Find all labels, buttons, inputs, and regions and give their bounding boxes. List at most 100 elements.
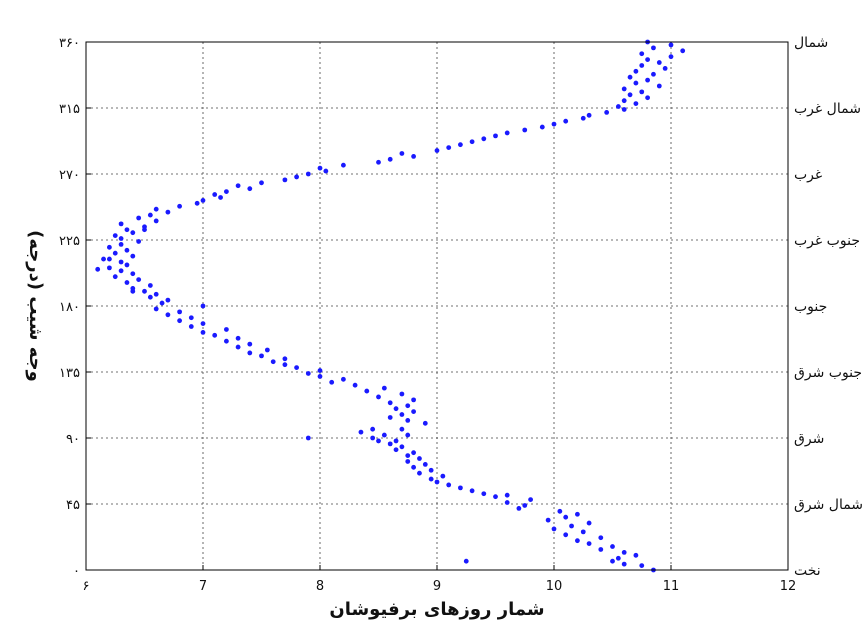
data-point (563, 514, 569, 520)
y-tick-labels: ۰ ۴۵ ۹۰ ۱۳۵ ۱۸۰ ۲۲۵ ۲۷۰ ۳۱۵ ۳۶۰ (59, 36, 91, 579)
y-tick-label: ۳۶۰ (59, 36, 80, 51)
data-point (341, 376, 346, 382)
data-point (118, 242, 124, 247)
data-point (656, 83, 662, 89)
data-point (569, 523, 574, 529)
data-point (136, 277, 142, 282)
data-point (639, 63, 645, 68)
data-point (107, 256, 112, 262)
data-point (264, 347, 270, 353)
data-point (604, 110, 610, 115)
data-point (575, 511, 580, 517)
data-point (153, 306, 159, 312)
y-tick-label: ۹۰ (66, 432, 80, 447)
data-point (282, 356, 288, 362)
data-point (282, 362, 288, 368)
data-point (411, 409, 416, 414)
data-point (615, 555, 621, 561)
data-point (165, 209, 171, 215)
data-point (235, 183, 241, 189)
data-point (516, 506, 522, 511)
data-point (434, 479, 440, 485)
data-point (165, 312, 171, 318)
data-point (188, 315, 194, 321)
data-point (130, 230, 136, 236)
data-point (610, 558, 615, 564)
data-point (493, 133, 498, 139)
data-point (200, 198, 206, 203)
x-tick-label: 11 (663, 579, 680, 594)
data-point (305, 371, 311, 376)
data-point (101, 256, 106, 262)
y-tick-label: ۳۱۵ (59, 102, 80, 117)
y-tick-label: ۱۳۵ (59, 366, 80, 381)
data-point (177, 203, 183, 209)
data-point (598, 547, 604, 552)
data-point (440, 473, 446, 479)
data-point (124, 227, 130, 233)
data-point (323, 168, 329, 174)
data-point (399, 151, 405, 156)
data-point (305, 435, 311, 441)
data-point (136, 239, 142, 244)
data-point (381, 385, 387, 391)
data-point (539, 124, 545, 130)
data-point (405, 453, 411, 458)
data-point (417, 470, 422, 476)
data-point (376, 438, 381, 444)
data-point (598, 535, 604, 541)
data-point (247, 186, 253, 192)
data-point (645, 77, 650, 83)
data-point (147, 212, 153, 218)
y-tick-label: ۲۲۵ (59, 234, 80, 249)
data-point (393, 406, 399, 412)
data-point (387, 156, 393, 162)
data-point (586, 520, 592, 526)
grid-lines (86, 42, 788, 570)
y-tick-label: ۴۵ (66, 498, 80, 513)
data-point (358, 429, 364, 435)
data-point (247, 350, 253, 356)
data-point (551, 526, 557, 532)
data-point (147, 294, 153, 300)
data-point (317, 165, 323, 171)
data-point (458, 485, 463, 491)
data-point (393, 438, 399, 444)
data-point (124, 280, 130, 285)
data-point (668, 54, 674, 60)
data-point (95, 266, 101, 272)
data-point (393, 447, 399, 453)
data-point (370, 426, 376, 432)
data-point (481, 136, 487, 142)
x-tick-label: 10 (546, 579, 563, 594)
data-point (469, 139, 475, 145)
data-point (200, 303, 206, 309)
data-point (522, 127, 528, 133)
data-point (557, 508, 563, 514)
data-point (118, 236, 124, 241)
data-point (639, 89, 645, 95)
x-tick-labels: ۶ 7 8 9 10 11 12 (83, 565, 796, 594)
y-axis-title: وجه شیب (درجه) (25, 230, 46, 382)
data-point (639, 563, 645, 568)
data-point (317, 368, 323, 373)
data-point (352, 382, 358, 388)
data-point (112, 274, 118, 280)
data-point (224, 338, 229, 344)
data-point (563, 532, 569, 538)
data-point (639, 51, 645, 57)
data-point (341, 162, 346, 168)
data-point (153, 218, 159, 224)
data-point (586, 541, 592, 546)
data-point (469, 488, 475, 494)
data-point (130, 253, 136, 259)
data-point (668, 42, 674, 48)
data-point (645, 95, 650, 101)
data-point (376, 159, 381, 165)
data-point (645, 57, 650, 62)
data-point (118, 221, 124, 227)
data-point (107, 265, 112, 271)
data-point (434, 148, 440, 153)
direction-label: جنوب غرب (794, 233, 860, 249)
